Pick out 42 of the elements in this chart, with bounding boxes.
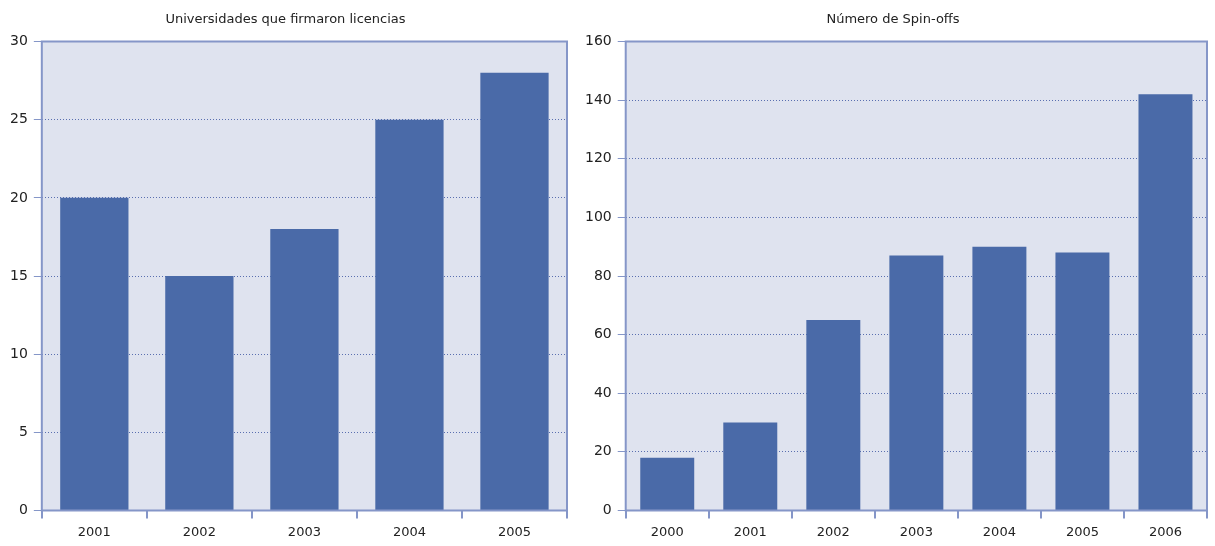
bar: [375, 119, 444, 510]
bar: [1138, 94, 1193, 510]
bar: [972, 246, 1027, 510]
y-tick-label: 140: [584, 90, 612, 107]
y-tick-label: 25: [9, 110, 28, 127]
x-tick-label: 2003: [287, 523, 321, 539]
x-tick-label: 2001: [733, 523, 767, 539]
bar: [889, 255, 944, 510]
chart-title: Universidades que firmaron licencias: [165, 11, 406, 27]
bar: [165, 276, 234, 510]
y-tick-label: 20: [9, 188, 28, 205]
x-tick-label: 2004: [392, 523, 426, 539]
x-tick-label: 2002: [182, 523, 216, 539]
x-tick-label: 2000: [650, 523, 684, 539]
bar: [480, 72, 549, 510]
bar: [270, 229, 339, 510]
x-tick-label: 2002: [816, 523, 850, 539]
y-tick-label: 120: [584, 149, 612, 166]
y-tick-label: 0: [18, 501, 28, 518]
y-tick-label: 60: [593, 325, 612, 342]
x-tick-label: 2005: [497, 523, 532, 539]
bar: [723, 422, 778, 510]
x-tick-label: 2001: [77, 523, 111, 539]
y-tick-label: 5: [18, 422, 28, 439]
bar: [640, 457, 695, 510]
y-tick-label: 10: [9, 344, 28, 361]
y-tick-label: 40: [593, 383, 612, 400]
bar: [60, 197, 129, 510]
y-tick-label: 30: [9, 32, 28, 49]
y-tick-label: 80: [593, 266, 612, 283]
bar: [1055, 252, 1110, 510]
y-tick-label: 100: [584, 208, 612, 225]
chart-title: Número de Spin-offs: [826, 11, 960, 27]
y-tick-label: 20: [593, 442, 612, 459]
x-tick-label: 2005: [1065, 523, 1099, 539]
y-tick-label: 15: [9, 266, 28, 283]
x-tick-label: 2003: [899, 523, 933, 539]
x-tick-label: 2004: [982, 523, 1016, 539]
y-tick-label: 0: [602, 501, 612, 518]
y-tick-label: 160: [584, 32, 612, 49]
bar: [806, 319, 861, 510]
x-tick-label: 2006: [1148, 523, 1183, 539]
